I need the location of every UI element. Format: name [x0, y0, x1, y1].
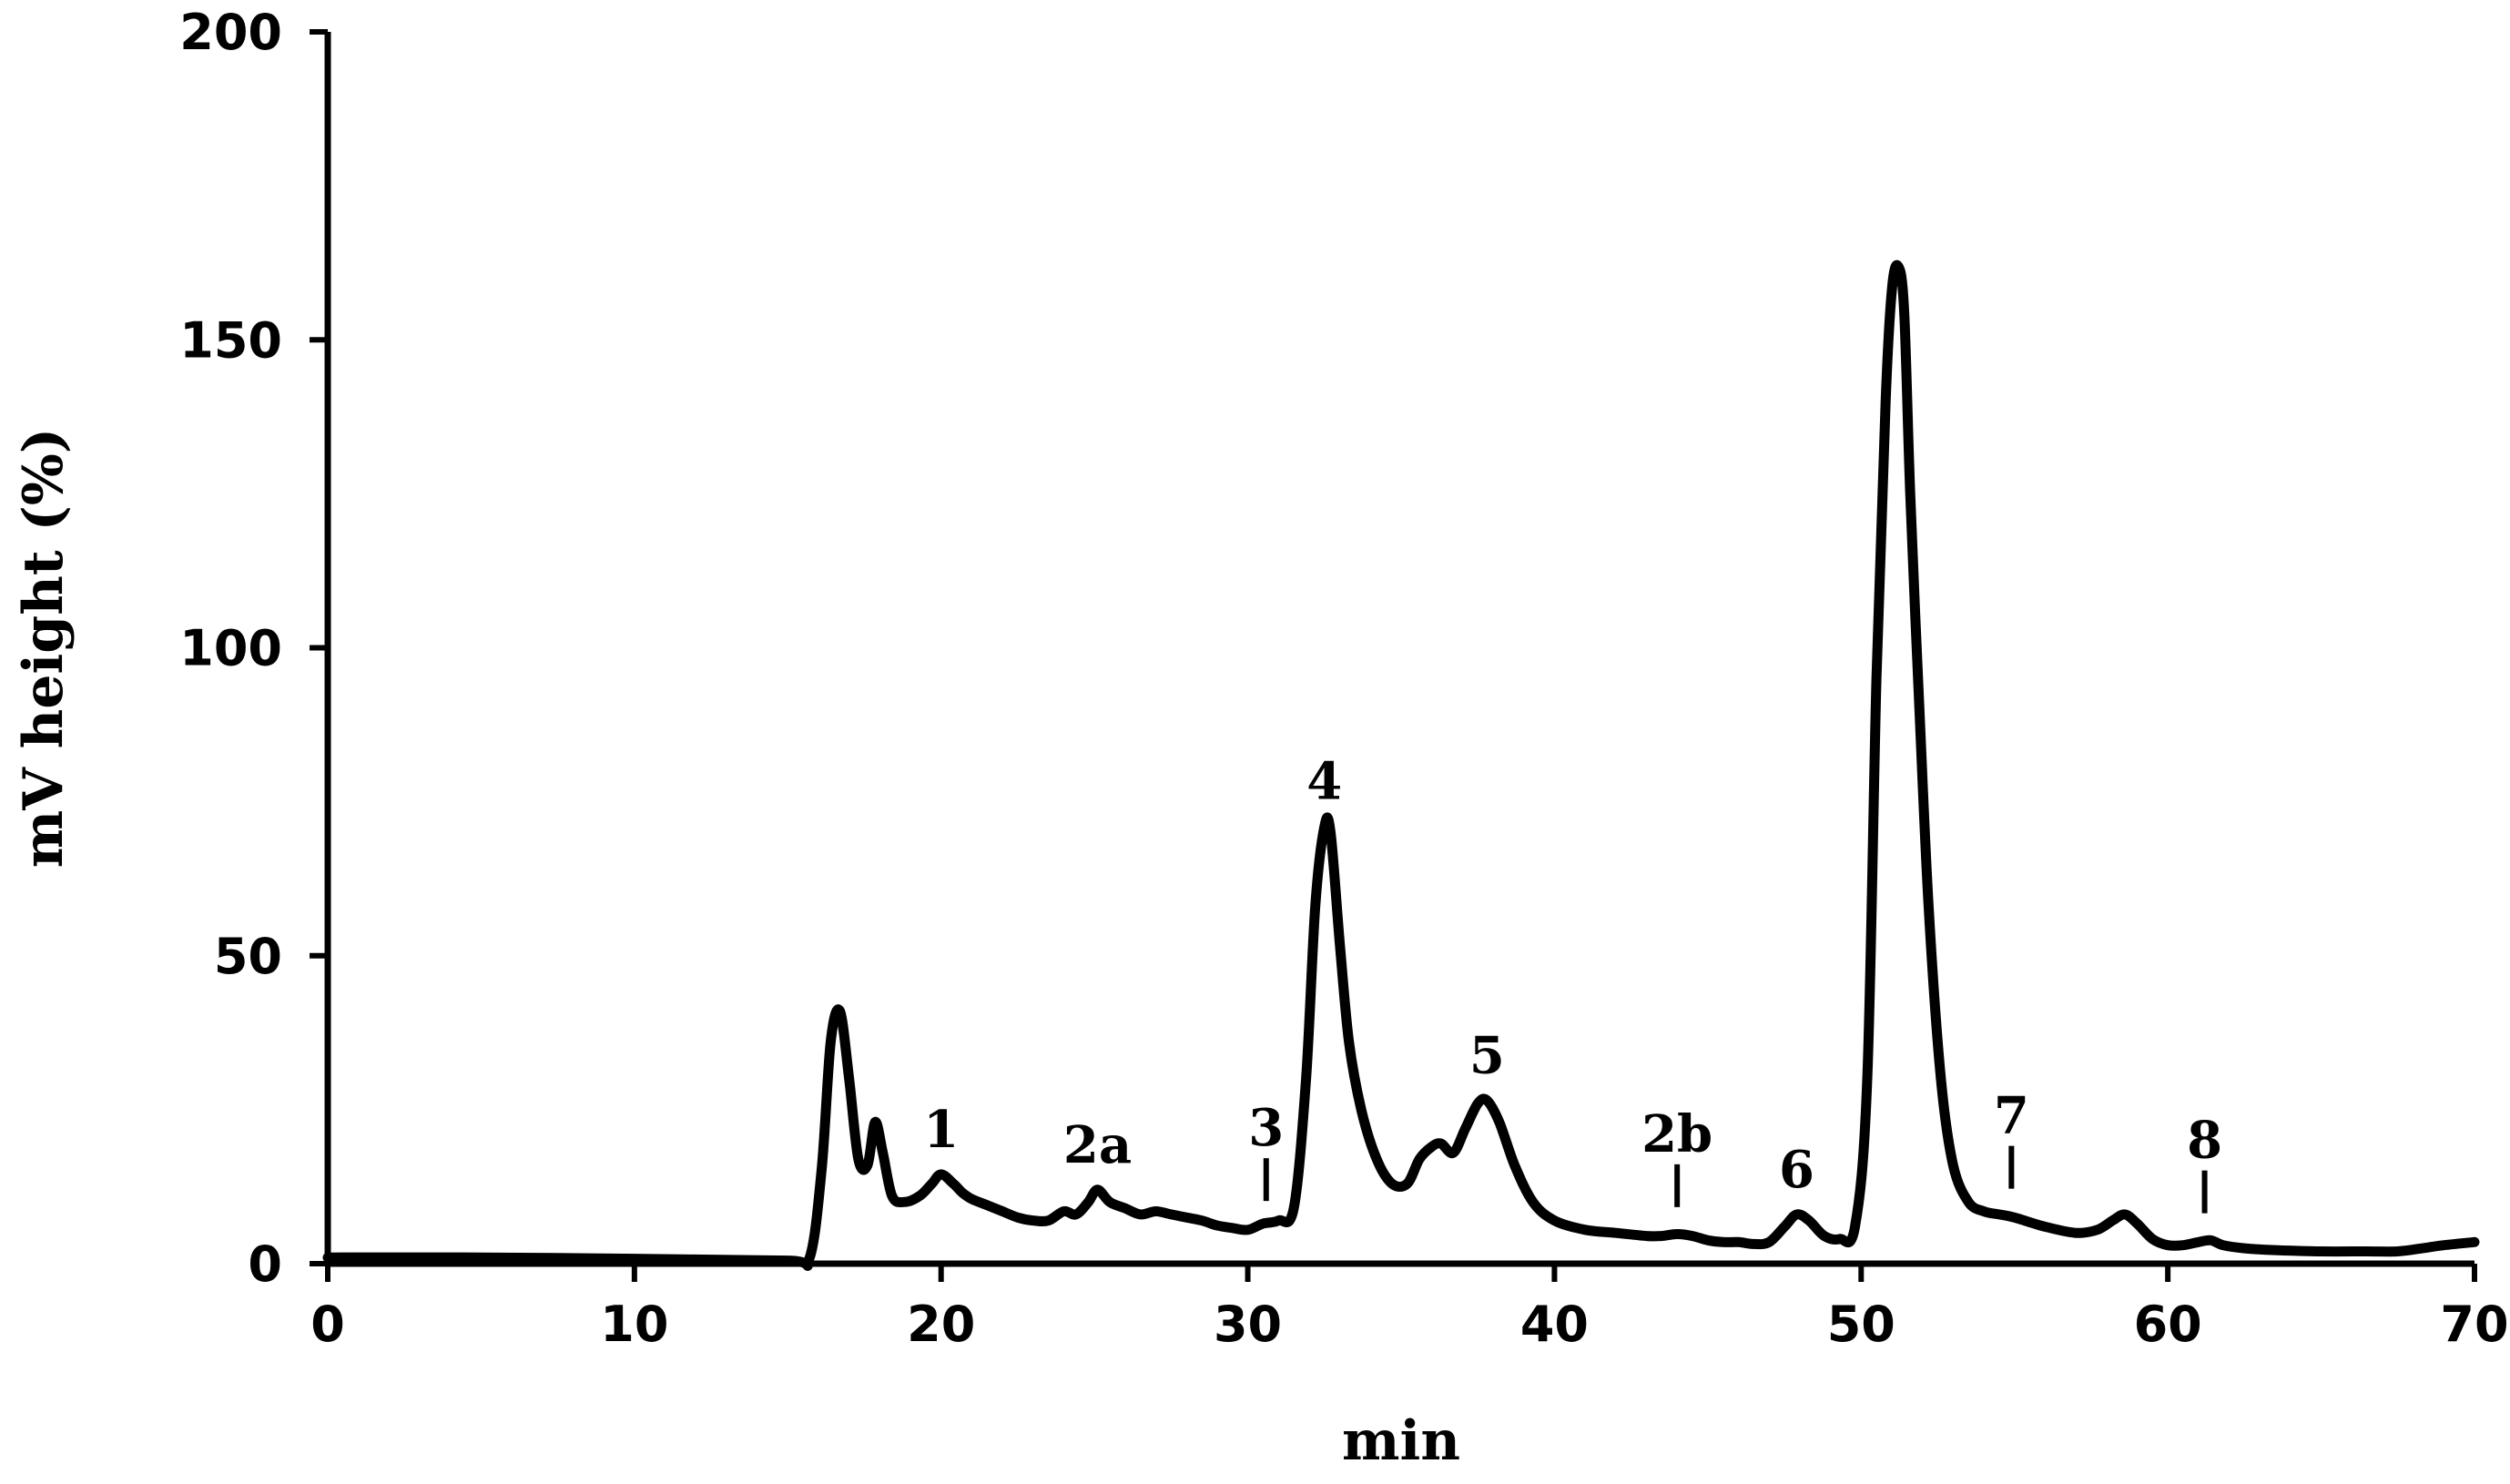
- peak-label: 5: [1469, 1026, 1505, 1086]
- x-tick-label: 40: [1520, 1296, 1589, 1353]
- peak-labels: 1 2a 3 4 5 2b 6 7 8: [923, 752, 2222, 1214]
- x-tick-label: 0: [310, 1296, 345, 1353]
- peak-label: 3: [1248, 1098, 1284, 1158]
- x-tick-label: 30: [1214, 1296, 1282, 1353]
- peak-label: 6: [1779, 1140, 1814, 1200]
- peak-label: 1: [923, 1100, 959, 1160]
- x-axis-title: min: [1342, 1409, 1460, 1473]
- peak-label: 4: [1306, 752, 1342, 812]
- peak-label: 7: [1994, 1086, 2029, 1146]
- y-tick-label: 150: [179, 311, 282, 369]
- x-tick-label: 70: [2440, 1296, 2508, 1353]
- y-axis-title: mV height (%): [12, 428, 76, 869]
- chromatogram-trace: [322, 259, 2480, 1271]
- y-tick-label: 0: [248, 1235, 282, 1293]
- peak-label: 8: [2187, 1111, 2222, 1171]
- peak-label: 2b: [1641, 1104, 1712, 1164]
- x-tick-label: 20: [907, 1296, 975, 1353]
- y-tick-label: 200: [179, 4, 282, 61]
- peak-label: 2a: [1063, 1115, 1132, 1175]
- x-tick-label: 50: [1827, 1296, 1895, 1353]
- x-tick-label: 10: [600, 1296, 668, 1353]
- y-tick-label: 50: [214, 928, 282, 985]
- axis-ticks: 0 10 20 30 40 50 60 70 0 50 100 150 200: [179, 4, 2508, 1353]
- x-tick-label: 60: [2134, 1296, 2202, 1353]
- y-tick-label: 100: [179, 620, 282, 677]
